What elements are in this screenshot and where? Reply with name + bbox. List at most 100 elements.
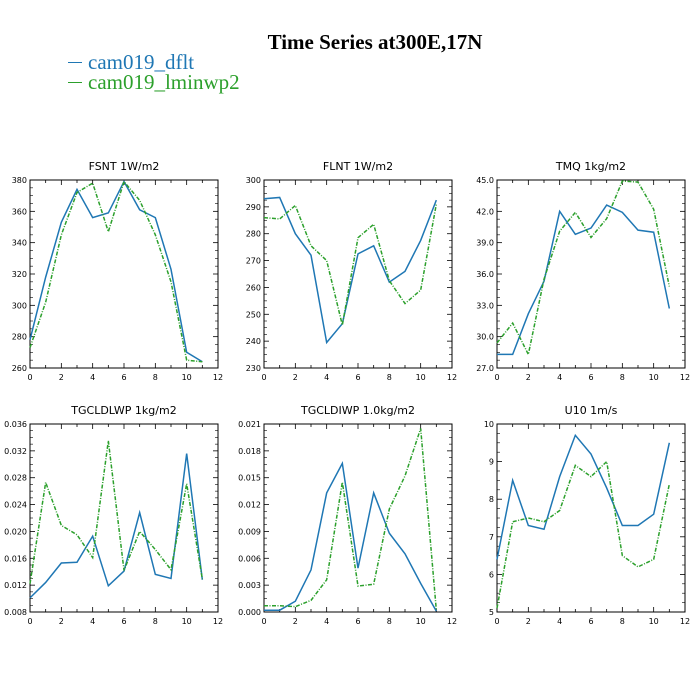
y-tick-label: 280 xyxy=(12,333,27,342)
x-tick-label: 12 xyxy=(213,373,223,382)
chart-title: TGCLDIWP 1.0kg/m2 xyxy=(300,404,415,417)
x-tick-label: 8 xyxy=(153,617,158,626)
y-tick-label: 5 xyxy=(489,608,494,617)
y-tick-label: 39.0 xyxy=(476,239,494,248)
x-tick-label: 2 xyxy=(293,617,298,626)
x-tick-label: 12 xyxy=(213,617,223,626)
chart-title: U10 1m/s xyxy=(565,404,618,417)
plot-frame xyxy=(496,179,686,369)
series-line-dflt xyxy=(496,433,671,560)
x-tick-label: 8 xyxy=(620,617,625,626)
y-tick-label: 0.015 xyxy=(238,474,261,483)
x-tick-label: 2 xyxy=(526,373,531,382)
y-tick-label: 33.0 xyxy=(476,301,494,310)
y-tick-label: 280 xyxy=(246,230,261,239)
chart-title: TMQ 1kg/m2 xyxy=(555,160,626,173)
y-tick-label: 0.003 xyxy=(238,581,261,590)
y-tick-label: 0.008 xyxy=(4,608,27,617)
x-tick-label: 0 xyxy=(494,617,499,626)
x-tick-label: 6 xyxy=(121,617,126,626)
series-line-dflt xyxy=(263,196,438,345)
x-tick-label: 10 xyxy=(182,373,192,382)
x-tick-label: 6 xyxy=(355,373,360,382)
chart-title: FSNT 1W/m2 xyxy=(89,160,160,173)
y-tick-label: 0.020 xyxy=(4,527,27,536)
x-tick-label: 4 xyxy=(557,617,562,626)
x-tick-label: 4 xyxy=(324,373,329,382)
y-tick-label: 300 xyxy=(12,301,27,310)
x-tick-label: 0 xyxy=(261,617,266,626)
y-tick-label: 270 xyxy=(246,257,261,266)
x-tick-label: 8 xyxy=(153,373,158,382)
series-line-lminwp2 xyxy=(496,180,671,357)
y-tick-label: 340 xyxy=(12,239,27,248)
chart-panel-5: U10 1m/s 0 2 4 6 8 10 12 5 6 7 8 9 10 xyxy=(484,404,690,626)
y-tick-label: 0.012 xyxy=(238,501,261,510)
chart-panel-2: TMQ 1kg/m2 0 2 4 6 8 10 12 27.0 30.0 33.0 36.0 39.0 4… xyxy=(476,160,690,382)
x-tick-label: 12 xyxy=(447,373,457,382)
x-tick-label: 10 xyxy=(416,373,426,382)
chart-panel-4: TGCLDIWP 1.0kg/m2 0 2 4 6 8 10 12 0.000 0.003 0.00… xyxy=(238,404,457,626)
x-tick-label: 6 xyxy=(355,617,360,626)
x-tick-label: 12 xyxy=(447,617,457,626)
y-tick-label: 250 xyxy=(246,310,261,319)
x-tick-label: 10 xyxy=(182,617,192,626)
y-tick-label: 0.016 xyxy=(4,554,27,563)
series-line-dflt xyxy=(497,204,671,356)
legend: cam019_dflt cam019_lminwp2 xyxy=(68,52,240,94)
y-tick-label: 380 xyxy=(12,176,27,185)
y-tick-label: 10 xyxy=(484,420,494,429)
x-tick-label: 10 xyxy=(649,373,659,382)
y-tick-label: 0.012 xyxy=(4,581,27,590)
plot-frame xyxy=(29,423,219,613)
series-line-lminwp2 xyxy=(496,460,671,609)
y-tick-label: 320 xyxy=(12,270,27,279)
plot-frame xyxy=(29,179,219,369)
y-tick-label: 0.021 xyxy=(238,420,261,429)
y-tick-label: 45.0 xyxy=(476,176,494,185)
chart-title: TGCLDLWP 1kg/m2 xyxy=(70,404,176,417)
y-tick-label: 290 xyxy=(246,203,261,212)
x-tick-label: 6 xyxy=(588,617,593,626)
y-tick-label: 230 xyxy=(246,364,261,373)
y-tick-label: 0.036 xyxy=(4,420,27,429)
chart-panel-1: FLNT 1W/m2 0 2 4 6 8 10 12 230 240 250 260 270 280 290… xyxy=(246,160,457,382)
x-tick-label: 12 xyxy=(680,617,690,626)
legend-swatch-dflt xyxy=(68,61,82,63)
x-tick-label: 0 xyxy=(261,373,266,382)
y-tick-label: 27.0 xyxy=(476,364,494,373)
y-tick-label: 36.0 xyxy=(476,270,494,279)
y-tick-label: 0.024 xyxy=(4,501,27,510)
x-tick-label: 4 xyxy=(90,617,95,626)
chart-title: FLNT 1W/m2 xyxy=(323,160,393,173)
series-line-dflt xyxy=(29,453,204,599)
x-tick-label: 6 xyxy=(121,373,126,382)
y-tick-label: 7 xyxy=(489,533,494,542)
y-tick-label: 9 xyxy=(489,458,494,467)
legend-swatch-lminwp2 xyxy=(68,81,82,83)
y-tick-label: 30.0 xyxy=(476,333,494,342)
y-tick-label: 0.018 xyxy=(238,447,261,456)
x-tick-label: 8 xyxy=(387,617,392,626)
y-tick-label: 0.006 xyxy=(238,554,261,563)
x-tick-label: 2 xyxy=(59,617,64,626)
x-tick-label: 4 xyxy=(557,373,562,382)
chart-panel-3: TGCLDLWP 1kg/m2 0 2 4 6 8 10 12 0.008 0.012 0.016 0… xyxy=(4,404,223,626)
x-tick-label: 0 xyxy=(27,373,32,382)
y-tick-label: 260 xyxy=(246,283,261,292)
y-tick-label: 260 xyxy=(12,364,27,373)
x-tick-label: 10 xyxy=(649,617,659,626)
x-tick-label: 12 xyxy=(680,373,690,382)
x-tick-label: 6 xyxy=(588,373,593,382)
y-tick-label: 300 xyxy=(246,176,261,185)
x-tick-label: 2 xyxy=(59,373,64,382)
x-tick-label: 4 xyxy=(90,373,95,382)
x-tick-label: 10 xyxy=(416,617,426,626)
y-tick-label: 0.009 xyxy=(238,527,261,536)
y-tick-label: 0.028 xyxy=(4,474,27,483)
legend-label-lminwp2: cam019_lminwp2 xyxy=(88,70,240,94)
series-line-lminwp2 xyxy=(29,180,203,363)
chart-panel-0: FSNT 1W/m2 0 2 4 6 8 10 12 260 280 300 320 340 360 380 xyxy=(12,160,223,382)
y-tick-label: 0.000 xyxy=(238,608,261,617)
